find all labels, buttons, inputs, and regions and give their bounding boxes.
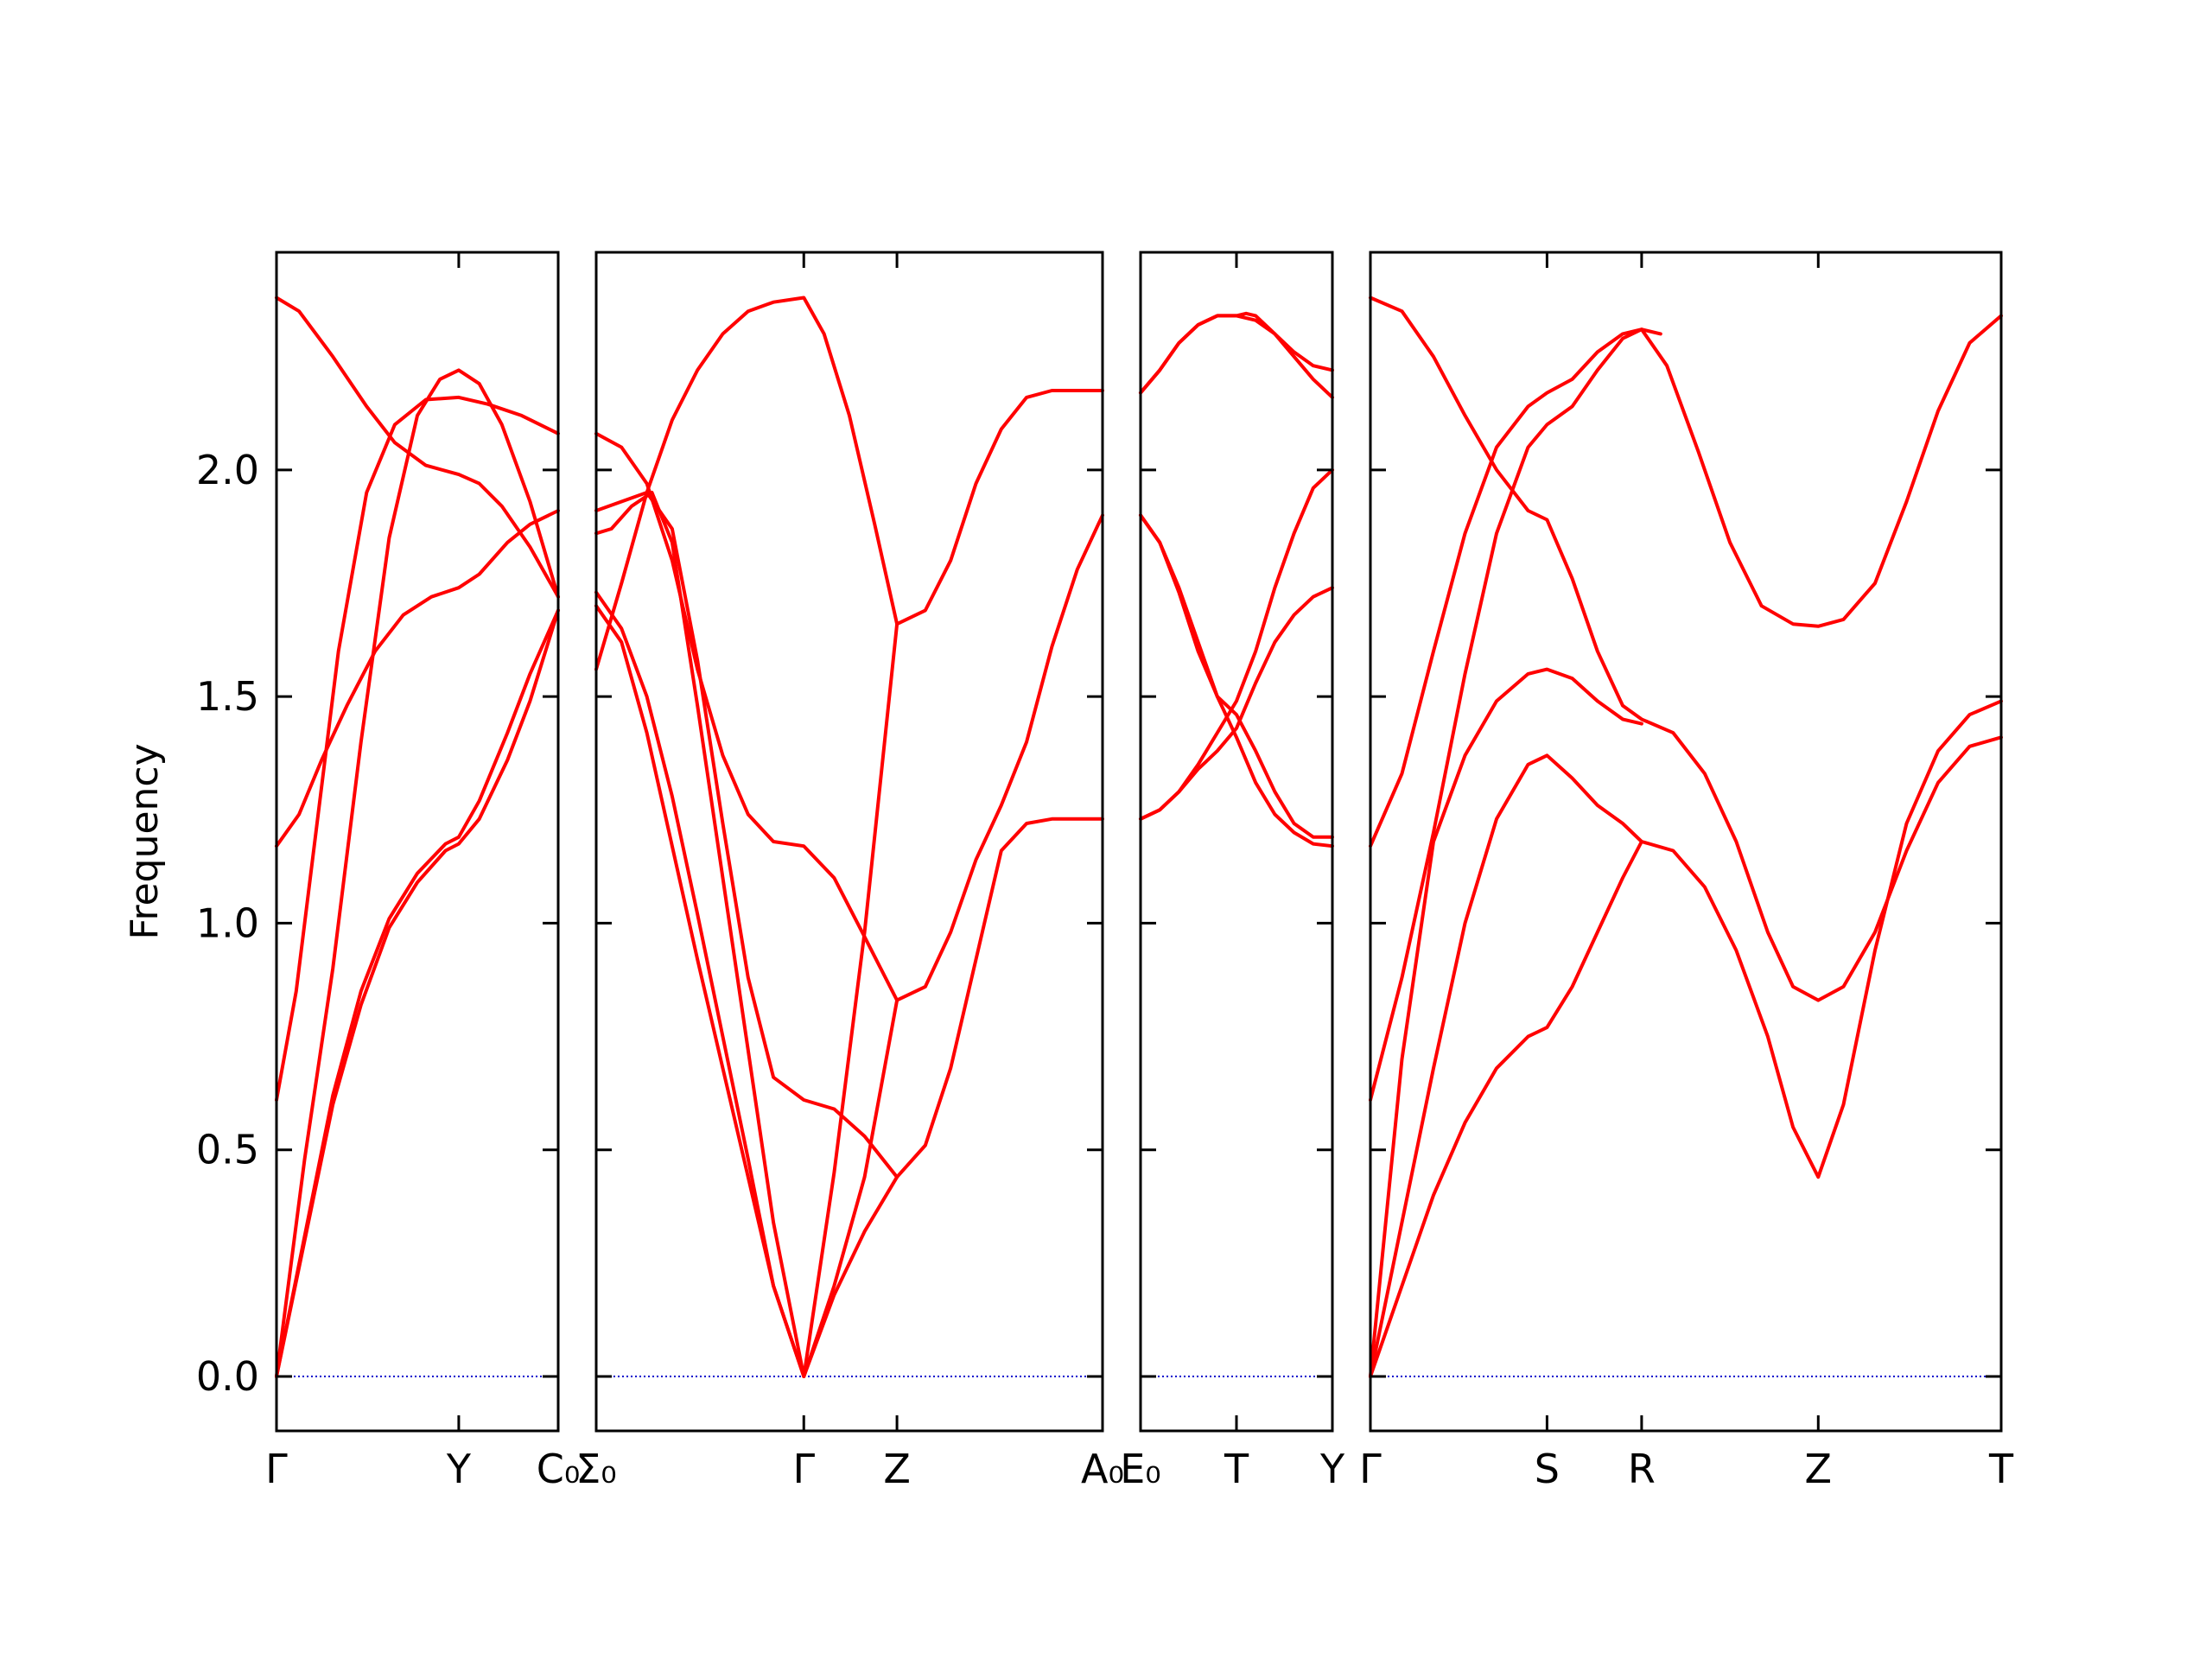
y-axis-label: Frequency: [123, 743, 167, 939]
band-4: [275, 509, 560, 849]
band-2: [594, 431, 1104, 1002]
band-3: [1369, 327, 1662, 1102]
band-4: [594, 491, 1104, 1179]
x-tick-label: T: [1224, 1446, 1249, 1492]
band-4: [1139, 513, 1334, 839]
band-1: [594, 296, 1104, 671]
x-tick-label: E₀: [1120, 1446, 1161, 1492]
band-4: [1369, 667, 1643, 1378]
x-tick-label: Γ: [792, 1446, 815, 1492]
band-6: [594, 604, 899, 1378]
x-tick-label: Y: [446, 1446, 472, 1492]
panel-frame: [1369, 251, 2003, 1433]
x-tick-label: Z: [883, 1446, 911, 1492]
x-tick-label: Γ: [265, 1446, 288, 1492]
band-5: [275, 608, 560, 1378]
y-tick-label: 0.5: [196, 1127, 259, 1173]
band-3: [594, 590, 899, 1378]
band-6: [275, 608, 560, 1378]
band-1: [275, 296, 560, 599]
panel-frame: [275, 251, 560, 1433]
x-tick-label: Z: [1805, 1446, 1833, 1492]
x-tick-label: R: [1628, 1446, 1656, 1492]
band-5: [1369, 699, 2003, 1378]
x-tick-label: Y: [1319, 1446, 1345, 1492]
y-tick-label: 1.0: [196, 899, 259, 946]
x-tick-label: C₀: [537, 1446, 581, 1492]
panel-frame: [1139, 251, 1334, 1433]
x-tick-label: Σ₀: [575, 1446, 617, 1492]
band-2: [1369, 314, 2003, 849]
panel-frame: [594, 251, 1104, 1433]
y-tick-label: 2.0: [196, 447, 259, 493]
panel-2: Σ₀ Γ Z A₀: [575, 251, 1124, 1492]
band-2: [275, 368, 560, 1378]
x-tick-label: A₀: [1081, 1446, 1124, 1492]
band-1: [1369, 296, 2003, 1002]
band-2: [1139, 311, 1334, 399]
x-tick-label: T: [1988, 1446, 2014, 1492]
band-6: [1369, 840, 1643, 1378]
x-tick-label: Γ: [1359, 1446, 1382, 1492]
band-5: [594, 491, 899, 1378]
band-6: [1139, 467, 1334, 821]
band-3: [275, 395, 560, 1102]
y-tick-label: 0.0: [196, 1353, 259, 1400]
panel-1: Γ Y C₀ 0.0 0.5 1.0 1.5 2.0: [196, 251, 581, 1492]
y-tick-label: 1.5: [196, 673, 259, 720]
panel-3: E₀ T Y: [1120, 251, 1345, 1492]
x-tick-label: S: [1535, 1446, 1560, 1492]
